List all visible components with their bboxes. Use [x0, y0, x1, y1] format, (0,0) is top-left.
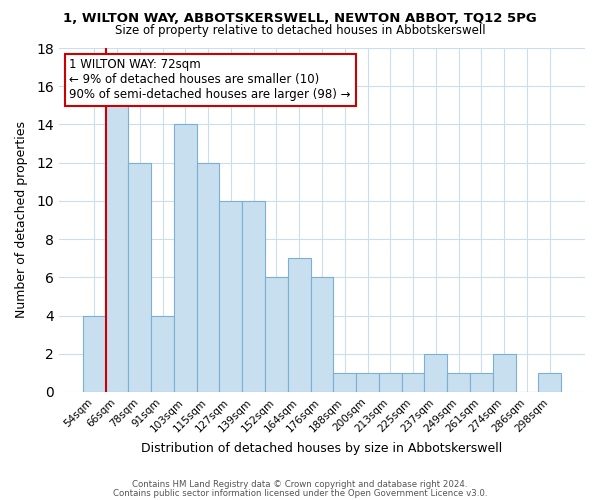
X-axis label: Distribution of detached houses by size in Abbotskerswell: Distribution of detached houses by size … — [142, 442, 503, 455]
Text: Contains HM Land Registry data © Crown copyright and database right 2024.: Contains HM Land Registry data © Crown c… — [132, 480, 468, 489]
Text: Size of property relative to detached houses in Abbotskerswell: Size of property relative to detached ho… — [115, 24, 485, 37]
Bar — [106, 106, 128, 392]
Bar — [174, 124, 197, 392]
Y-axis label: Number of detached properties: Number of detached properties — [15, 122, 28, 318]
Bar — [470, 373, 493, 392]
Bar — [288, 258, 311, 392]
Text: 1 WILTON WAY: 72sqm
← 9% of detached houses are smaller (10)
90% of semi-detache: 1 WILTON WAY: 72sqm ← 9% of detached hou… — [70, 58, 351, 102]
Bar — [128, 162, 151, 392]
Bar — [83, 316, 106, 392]
Bar — [197, 162, 220, 392]
Text: 1, WILTON WAY, ABBOTSKERSWELL, NEWTON ABBOT, TQ12 5PG: 1, WILTON WAY, ABBOTSKERSWELL, NEWTON AB… — [63, 12, 537, 26]
Bar — [356, 373, 379, 392]
Bar — [379, 373, 401, 392]
Text: Contains public sector information licensed under the Open Government Licence v3: Contains public sector information licen… — [113, 488, 487, 498]
Bar — [242, 201, 265, 392]
Bar — [401, 373, 424, 392]
Bar — [265, 278, 288, 392]
Bar — [334, 373, 356, 392]
Bar — [220, 201, 242, 392]
Bar — [538, 373, 561, 392]
Bar — [493, 354, 515, 392]
Bar — [311, 278, 334, 392]
Bar — [424, 354, 447, 392]
Bar — [447, 373, 470, 392]
Bar — [151, 316, 174, 392]
